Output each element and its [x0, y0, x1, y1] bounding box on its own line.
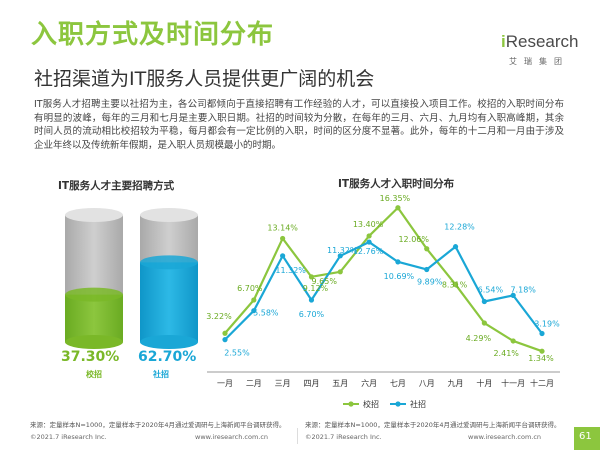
- social-data-label: 12.76%: [353, 247, 384, 256]
- social-cylinder-top: [140, 208, 198, 222]
- social-data-label: 6.70%: [299, 310, 325, 319]
- campus-data-label: 12.06%: [398, 235, 429, 244]
- page-number-box: [574, 427, 600, 450]
- campus-point: [452, 281, 459, 288]
- social-point: [452, 244, 459, 250]
- social-point: [337, 253, 343, 259]
- campus-data-label: 9.65%: [312, 277, 338, 286]
- campus-point: [424, 246, 430, 252]
- campus-cylinder-level: [65, 287, 123, 302]
- social-cylinder-fill: [140, 262, 198, 342]
- copyright-right: ©2021.7 iResearch Inc.: [305, 433, 382, 441]
- social-cylinder-level: [140, 255, 198, 270]
- social-point: [280, 253, 286, 259]
- social-data-label: 10.69%: [384, 272, 415, 281]
- social-cylinder-base: [140, 335, 198, 349]
- social-point: [222, 337, 228, 343]
- campus-legend-label: 校招: [363, 399, 379, 409]
- campus-data-label: 4.29%: [466, 334, 492, 343]
- campus-data-label: 8.31%: [442, 281, 468, 290]
- campus-data-label: 13.40%: [353, 220, 384, 229]
- campus-cylinder-base: [65, 335, 123, 349]
- campus-data-label: 2.41%: [493, 349, 519, 358]
- logo-wordmark: iResearch: [501, 32, 579, 52]
- campus-point: [539, 348, 545, 354]
- logo-i: i: [501, 32, 506, 51]
- social-legend-marker: [395, 401, 401, 407]
- social-point: [539, 330, 545, 337]
- x-tick-label: 八月: [419, 379, 435, 388]
- social-legend-label: 社招: [410, 399, 426, 409]
- campus-point: [337, 269, 343, 275]
- campus-data-label: 16.35%: [380, 194, 411, 203]
- campus-data-label: 3.22%: [206, 312, 232, 321]
- x-tick-label: 一月: [217, 379, 233, 388]
- copyright-left: ©2021.7 iResearch Inc.: [30, 433, 107, 441]
- x-tick-label: 二月: [246, 379, 262, 388]
- social-point: [251, 308, 257, 314]
- social-label: 社招: [153, 370, 169, 379]
- x-tick-label: 六月: [361, 378, 377, 388]
- page-number: 61: [579, 431, 592, 442]
- campus-label: 校招: [86, 370, 102, 379]
- social-data-label: 5.58%: [253, 309, 279, 318]
- x-tick-label: 五月: [332, 379, 348, 388]
- x-tick-label: 十二月: [530, 378, 554, 388]
- x-tick-label: 四月: [303, 379, 319, 388]
- campus-cylinder-fill: [65, 294, 123, 342]
- url-right: www.iresearch.com.cn: [468, 433, 542, 441]
- social-data-label: 6.54%: [478, 286, 504, 295]
- campus-point: [366, 233, 372, 239]
- social-point: [424, 266, 430, 273]
- x-tick-label: 十月: [476, 378, 492, 388]
- campus-point: [222, 330, 228, 336]
- url-left: www.iresearch.com.cn: [195, 433, 269, 441]
- social-data-label: 9.89%: [417, 277, 443, 286]
- social-point: [308, 297, 315, 303]
- campus-data-label: 1.34%: [528, 354, 554, 363]
- campus-cylinder-top: [65, 208, 123, 222]
- campus-point: [308, 274, 315, 280]
- cylinder-chart: [65, 208, 198, 349]
- x-tick-label: 九月: [448, 379, 464, 388]
- footer-divider: [297, 428, 298, 444]
- recruit-method-title: IT服务人才主要招聘方式: [58, 180, 175, 192]
- x-tick-label: 十一月: [501, 378, 525, 388]
- x-tick-label: 三月: [275, 379, 291, 388]
- source-note-left: 来源：定量样本N=1000，定量样本于2020年4月通过爱调研与上海新闻平台调研…: [30, 421, 286, 429]
- campus-point: [280, 235, 286, 242]
- campus-point: [395, 205, 401, 211]
- social-data-label: 11.32%: [275, 266, 306, 275]
- campus-legend-marker: [348, 401, 354, 407]
- social-data-label: 2.55%: [224, 349, 250, 358]
- social-point: [366, 239, 372, 245]
- summary-paragraph: IT服务人才招聘主要以社招为主，各公司都倾向于直接招聘有工作经验的人才，可以直接…: [34, 99, 564, 151]
- iresearch-logo: iResearch 艾瑞集团: [495, 32, 579, 72]
- page-title: 入职方式及时间分布: [31, 20, 275, 50]
- social-data-label: 11.32%: [327, 246, 358, 255]
- logo-research: Research: [505, 32, 579, 51]
- line-chart-title: IT服务人才入职时间分布: [338, 178, 455, 190]
- campus-point: [510, 338, 516, 344]
- campus-point: [481, 320, 487, 326]
- x-tick-label: 七月: [390, 379, 406, 388]
- social-percent: 62.70%: [138, 349, 197, 365]
- campus-series-line: [224, 206, 543, 353]
- source-note-right: 来源：定量样本N=1000，定量样本于2020年4月通过爱调研与上海新闻平台调研…: [305, 421, 561, 429]
- social-data-label: 7.18%: [510, 285, 536, 294]
- social-point: [481, 298, 487, 305]
- campus-data-label: 9.12%: [303, 284, 329, 293]
- social-data-label: 3.19%: [534, 320, 560, 329]
- campus-data-label: 13.14%: [267, 223, 298, 232]
- social-data-label: 12.28%: [444, 223, 475, 232]
- campus-percent: 37.30%: [61, 349, 120, 365]
- campus-point: [251, 297, 257, 303]
- social-series-line: [224, 240, 543, 341]
- social-point: [510, 292, 516, 298]
- social-point: [395, 259, 401, 265]
- campus-data-label: 6.70%: [237, 284, 263, 293]
- logo-chinese: 艾瑞集团: [509, 57, 569, 66]
- page-subtitle: 社招渠道为IT服务人员提供更广阔的机会: [34, 68, 375, 90]
